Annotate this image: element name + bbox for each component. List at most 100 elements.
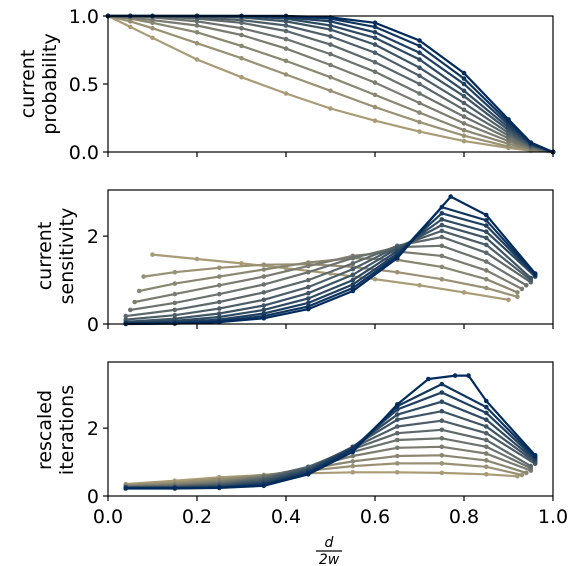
- data-point: [350, 266, 356, 272]
- data-point: [515, 294, 520, 300]
- data-point: [395, 437, 400, 443]
- series-12: [123, 194, 538, 327]
- data-point: [239, 74, 244, 80]
- panel-current-sensitivity: current sensitivity 0 2: [34, 189, 554, 336]
- data-point: [261, 290, 267, 295]
- data-point: [439, 217, 445, 222]
- data-point: [372, 118, 378, 123]
- series-6: [123, 234, 534, 319]
- data-point: [461, 127, 467, 133]
- data-point: [461, 100, 467, 106]
- data-point: [484, 268, 489, 273]
- series-line: [125, 195, 537, 326]
- data-point: [172, 486, 178, 491]
- series-line: [125, 471, 518, 486]
- ylabel-line-2: probability: [39, 33, 61, 134]
- y-tick-label: 0.0: [69, 142, 99, 164]
- y-tick-label: 0: [87, 486, 99, 508]
- data-point: [439, 243, 445, 249]
- data-point: [350, 288, 356, 294]
- ylabel-line-2: iterations: [56, 385, 78, 475]
- x-tick-label: 1.0: [538, 506, 568, 528]
- data-point: [261, 303, 267, 308]
- data-point: [395, 453, 400, 459]
- data-point: [417, 50, 422, 55]
- data-point: [372, 24, 378, 30]
- data-point: [439, 418, 445, 424]
- panel-current-probability: current probability 0.0 0.5 1.0: [17, 6, 556, 164]
- data-point: [172, 312, 178, 318]
- data-point: [439, 470, 445, 476]
- data-point: [461, 290, 467, 295]
- data-point: [506, 297, 511, 303]
- data-point: [439, 253, 445, 259]
- series-line: [134, 250, 523, 304]
- data-point: [417, 91, 422, 96]
- data-point: [395, 412, 400, 417]
- data-point: [239, 55, 244, 61]
- series-lines: [105, 13, 556, 155]
- data-point: [417, 43, 422, 49]
- data-point: [261, 262, 267, 268]
- data-point: [350, 463, 356, 469]
- data-point: [395, 445, 400, 451]
- data-point: [283, 23, 289, 28]
- data-point: [506, 117, 511, 122]
- data-point: [461, 107, 467, 113]
- data-point: [350, 453, 356, 459]
- data-point: [461, 93, 467, 99]
- data-point: [150, 252, 155, 257]
- data-point: [484, 276, 489, 282]
- data-point: [217, 311, 222, 316]
- data-point: [328, 51, 333, 57]
- x-tick-label: 0.4: [271, 506, 301, 528]
- series-8: [123, 222, 534, 325]
- data-point: [461, 76, 467, 81]
- data-point: [439, 444, 445, 450]
- data-point: [439, 453, 445, 458]
- data-point: [439, 234, 445, 240]
- data-point: [484, 464, 489, 470]
- data-point: [261, 267, 267, 272]
- data-point: [528, 140, 534, 145]
- data-point: [484, 259, 489, 264]
- data-point: [328, 42, 333, 47]
- data-point: [283, 46, 289, 51]
- data-point: [328, 34, 333, 39]
- data-point: [417, 110, 422, 115]
- data-point: [417, 100, 422, 106]
- data-point: [350, 272, 356, 278]
- data-point: [417, 129, 422, 134]
- data-point: [239, 261, 244, 266]
- data-point: [439, 264, 445, 270]
- data-point: [372, 104, 378, 110]
- data-point: [439, 381, 445, 387]
- data-point: [239, 43, 244, 49]
- data-point: [194, 30, 200, 35]
- data-point: [350, 459, 356, 464]
- data-point: [306, 296, 311, 301]
- data-point: [484, 212, 489, 218]
- data-point: [128, 307, 133, 313]
- data-point: [239, 32, 244, 38]
- data-point: [417, 81, 422, 87]
- data-point: [350, 449, 356, 455]
- data-point: [484, 451, 489, 456]
- data-point: [484, 398, 489, 404]
- data-point: [417, 57, 422, 62]
- data-point: [439, 390, 445, 395]
- data-point: [439, 211, 445, 216]
- data-point: [217, 299, 222, 305]
- series-line: [125, 212, 536, 325]
- data-point: [194, 40, 200, 46]
- data-point: [484, 229, 489, 234]
- data-point: [372, 80, 378, 85]
- data-point: [395, 417, 400, 423]
- x-axis-label-numerator: d: [325, 535, 334, 551]
- data-point: [417, 38, 422, 43]
- series-line: [125, 229, 532, 321]
- data-point: [172, 291, 178, 297]
- data-point: [150, 35, 155, 41]
- series-lines: [123, 373, 538, 491]
- series-7: [123, 228, 534, 322]
